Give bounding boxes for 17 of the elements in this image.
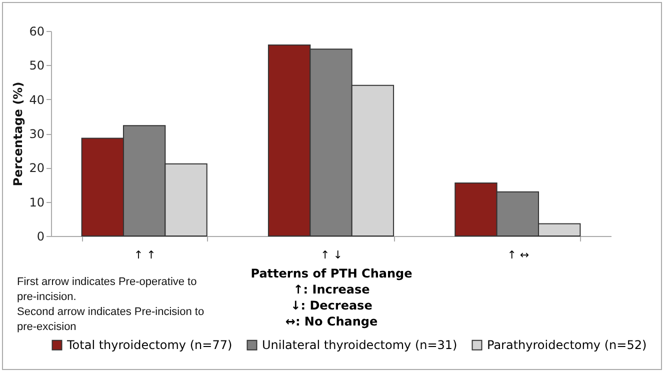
legend-label: Unilateral thyroidectomy (n=31) <box>262 338 458 352</box>
y-tick-label: 40 <box>29 92 44 107</box>
legend-label: Parathyroidectomy (n=52) <box>487 338 647 352</box>
y-tick-label: 0 <box>36 230 44 244</box>
x-tick-label: ↑ ↑ <box>134 248 156 262</box>
y-tick-label: 20 <box>29 161 44 176</box>
text: First arrow indicates Pre-operative to pre-incision. <box>17 275 198 305</box>
x-tick-label: ↑ ↔ <box>507 248 530 262</box>
y-tick-label: 10 <box>29 195 44 210</box>
y-tick-label: 30 <box>29 127 44 141</box>
y-tick-label: 50 <box>29 58 44 73</box>
y-axis-title: Percentage (%) <box>11 82 26 186</box>
text: Second arrow indicates Pre-incision to pre-excision <box>17 305 206 335</box>
y-tick-label: 60 <box>29 24 44 38</box>
legend-label: Total thyroidectomy (n=77) <box>66 338 232 352</box>
x-tick-label: ↑ ↓ <box>320 248 342 262</box>
x-axis-title: Patterns of PTH Change ↑: Increase ↓: Decrease ↔: No Change <box>250 266 412 328</box>
